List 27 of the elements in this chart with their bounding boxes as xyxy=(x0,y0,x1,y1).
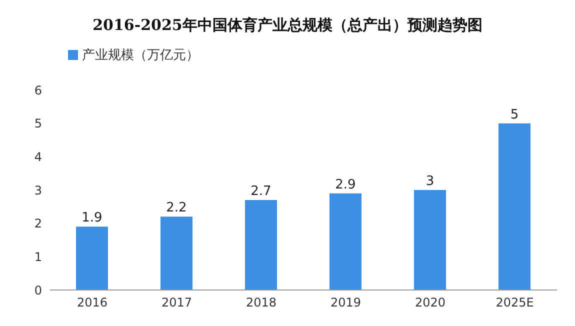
data-label: 2.9 xyxy=(335,177,356,192)
y-tick-label: 3 xyxy=(34,183,42,198)
x-tick-label: 2019 xyxy=(330,296,362,310)
x-tick-label: 2017 xyxy=(161,296,192,310)
data-label: 1.9 xyxy=(82,210,102,226)
y-tick-label: 5 xyxy=(34,116,42,131)
bar xyxy=(245,200,277,290)
bar xyxy=(160,216,192,290)
y-tick-label: 0 xyxy=(34,283,42,298)
data-label: 2.2 xyxy=(166,200,187,216)
chart-title: 2016-2025年中国体育产业总规模（总产出）预测趋势图 xyxy=(92,15,484,36)
data-label: 2.7 xyxy=(250,184,272,199)
bar xyxy=(330,193,362,290)
data-label: 3 xyxy=(426,174,434,189)
y-tick-label: 6 xyxy=(34,83,42,98)
x-tick-label: 2018 xyxy=(246,296,277,310)
bar xyxy=(76,226,108,290)
legend-label: 产业规模（万亿元） xyxy=(82,48,199,63)
x-tick-label: 2016 xyxy=(76,296,108,310)
y-tick-label: 1 xyxy=(34,250,42,264)
x-tick-label: 2025E xyxy=(496,296,534,310)
y-tick-label: 4 xyxy=(34,150,42,164)
bar xyxy=(498,123,530,290)
y-tick-label: 2 xyxy=(34,216,42,231)
bar xyxy=(414,190,446,290)
data-label: 5 xyxy=(510,107,519,122)
x-tick-label: 2020 xyxy=(414,296,446,310)
